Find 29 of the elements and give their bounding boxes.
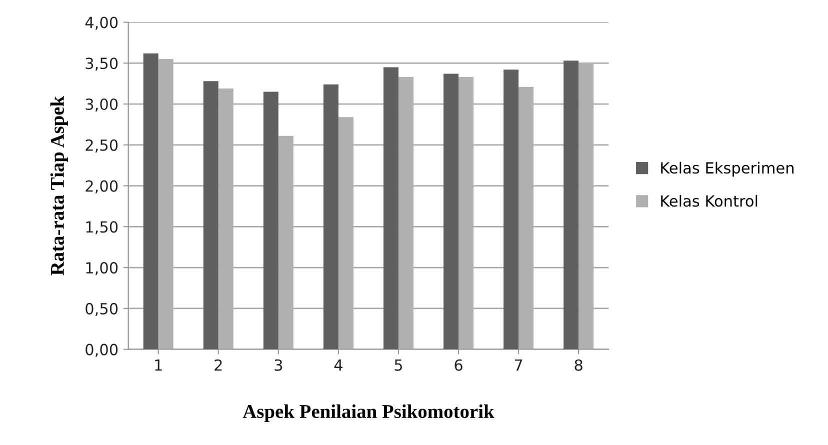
x-tick-label: 2 [214, 359, 222, 371]
x-tick-label: 1 [155, 360, 162, 371]
bar [323, 84, 338, 350]
x-tick-label: 4 [334, 360, 342, 371]
x-axis-title: Aspek Penilaian Psikomotorik [242, 404, 494, 422]
y-tick-label: 3,50 [86, 58, 118, 71]
bar [504, 70, 519, 350]
y-tick-label: 4,00 [85, 16, 118, 30]
x-tick-label: 6 [454, 359, 462, 371]
x-tick-label: 7 [514, 360, 522, 371]
bar [143, 53, 158, 350]
y-tick-label: 0,50 [86, 302, 118, 316]
y-tick-label: 1,50 [86, 221, 118, 234]
y-axis-title: Rata-rata Tiap Aspek [50, 96, 68, 276]
x-tick-label: 5 [394, 360, 402, 371]
bar [383, 67, 398, 350]
legend-label: Kelas Eksperimen [661, 162, 794, 177]
y-tick-label: 2,00 [86, 180, 118, 194]
y-tick-label: 3,00 [86, 98, 118, 112]
bar [444, 74, 459, 350]
bar [203, 81, 218, 350]
legend-label: Kelas Kontrol [661, 194, 758, 207]
y-tick-label: 2,50 [86, 139, 118, 152]
bar [564, 60, 579, 350]
y-tick-label: 0,00 [86, 344, 118, 357]
bar [263, 92, 278, 350]
x-tick-label: 8 [574, 359, 582, 371]
y-tick-label: 1,00 [86, 262, 118, 276]
x-tick-label: 3 [274, 359, 282, 371]
